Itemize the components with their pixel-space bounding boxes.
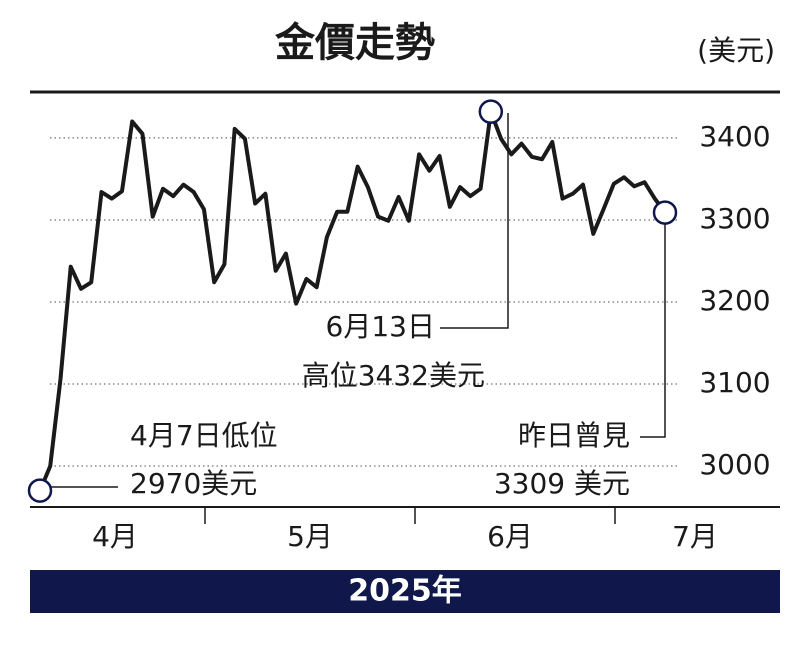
annotation: 6月13日 bbox=[326, 310, 435, 343]
highlight-point bbox=[27, 478, 53, 503]
x-axis-label: 2025年 bbox=[348, 574, 462, 609]
annotation: 2970美元 bbox=[130, 467, 257, 500]
leader-line bbox=[440, 113, 509, 329]
x-tick-label: 4月 bbox=[92, 520, 138, 553]
y-tick-label: 3300 bbox=[699, 202, 770, 235]
unit-label: (美元) bbox=[697, 34, 775, 67]
price-line bbox=[38, 109, 667, 492]
annotation: 高位3432美元 bbox=[302, 359, 485, 392]
leader-line bbox=[640, 214, 666, 438]
x-tick-label: 5月 bbox=[287, 520, 333, 553]
footer-bar bbox=[30, 570, 780, 613]
x-tick-label: 7月 bbox=[672, 520, 718, 553]
y-tick-label: 3000 bbox=[699, 448, 770, 481]
x-tick-label: 6月 bbox=[487, 520, 533, 553]
annotation: 昨日曾見 bbox=[518, 419, 630, 452]
y-tick-label: 3200 bbox=[699, 284, 770, 317]
highlight-point bbox=[652, 200, 678, 225]
chart-title: 金價走勢 bbox=[274, 20, 435, 66]
highlight-point bbox=[478, 99, 504, 124]
annotation: 3309 美元 bbox=[494, 467, 630, 500]
y-tick-label: 3400 bbox=[699, 120, 770, 153]
annotation: 4月7日低位 bbox=[130, 419, 278, 452]
y-tick-label: 3100 bbox=[699, 366, 770, 399]
